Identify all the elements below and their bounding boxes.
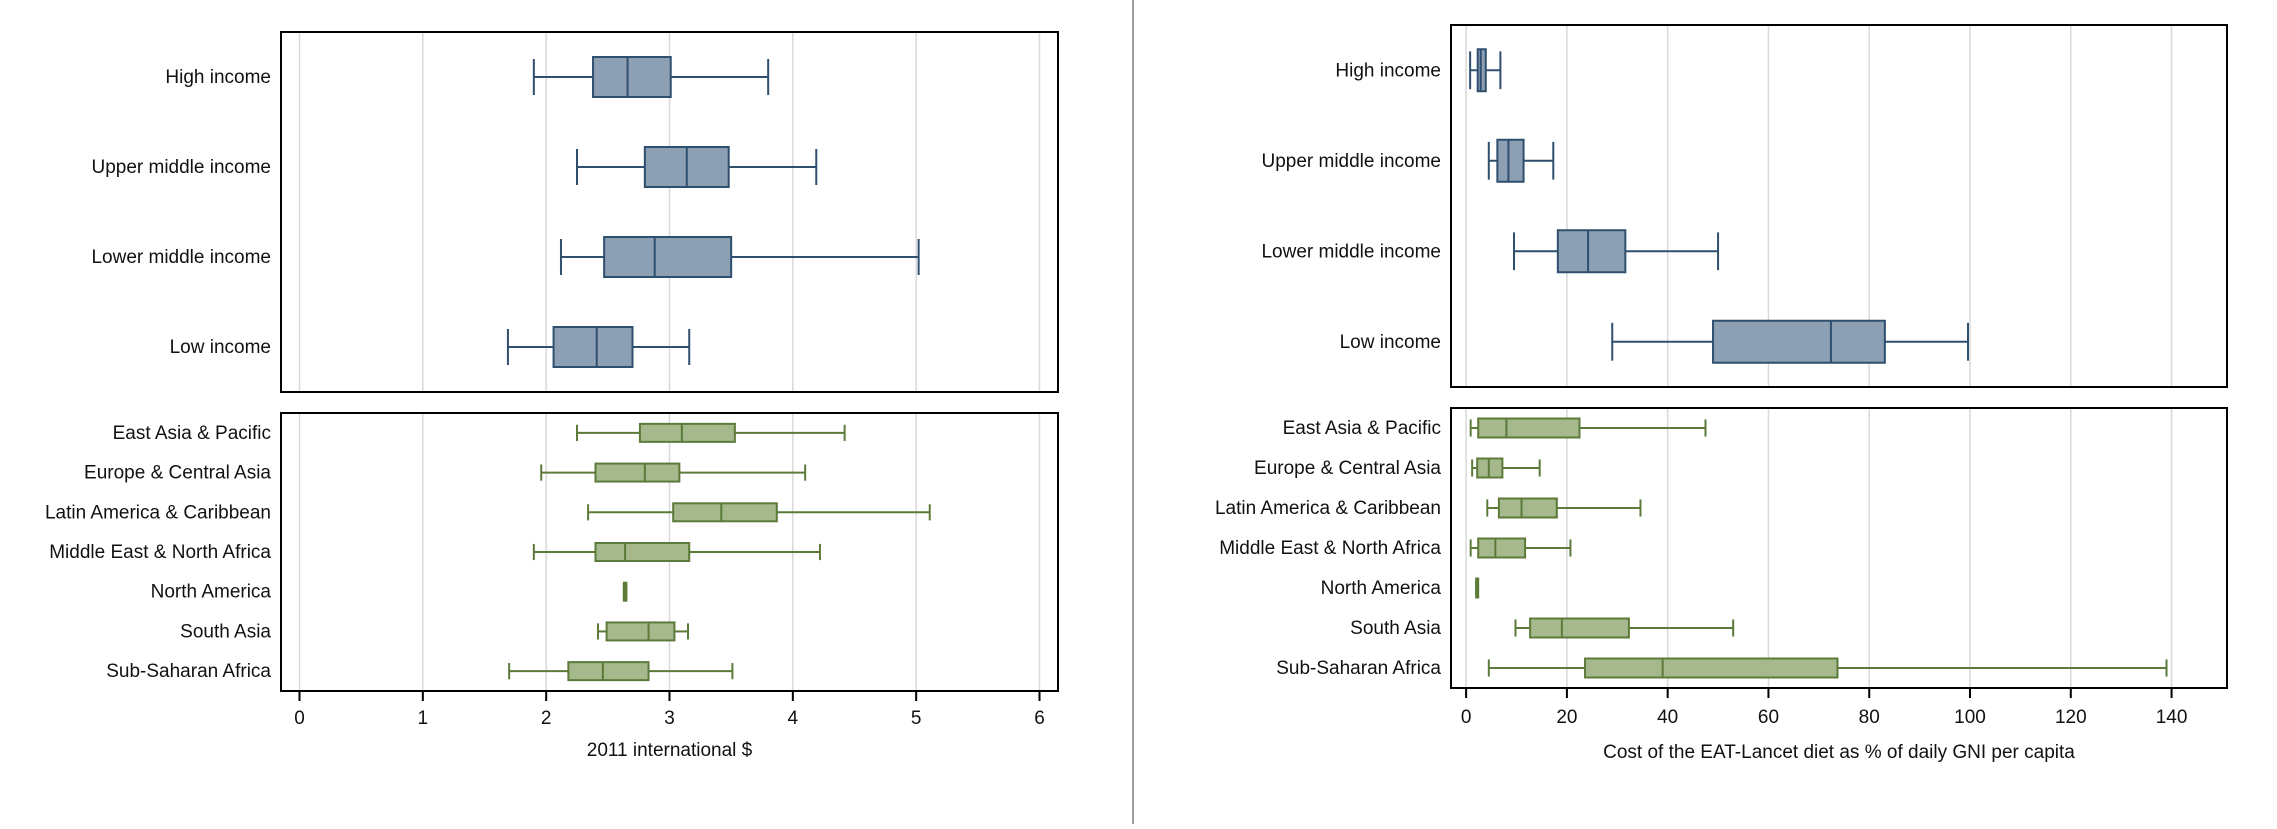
x-tick-label: 6 bbox=[1034, 708, 1045, 729]
category-label: Europe & Central Asia bbox=[1254, 458, 1441, 479]
box-chart0-region-3 bbox=[594, 542, 691, 562]
box-chart0-income-2 bbox=[603, 236, 733, 278]
box-chart1-income-3 bbox=[1712, 319, 1886, 364]
category-label: Lower middle income bbox=[1261, 241, 1441, 262]
x-tick-label: 0 bbox=[294, 708, 305, 729]
category-label: South Asia bbox=[180, 621, 271, 642]
x-tick-label: 80 bbox=[1859, 707, 1880, 728]
x-tick-label: 3 bbox=[664, 708, 675, 729]
category-label: Europe & Central Asia bbox=[84, 463, 271, 484]
category-label: Low income bbox=[1340, 332, 1441, 353]
category-label: High income bbox=[1335, 60, 1441, 81]
x-tick-label: 0 bbox=[1461, 707, 1472, 728]
panel-frame-1-0 bbox=[1450, 24, 2228, 388]
category-label: Sub-Saharan Africa bbox=[106, 661, 271, 682]
category-label: South Asia bbox=[1350, 618, 1441, 639]
x-tick-label: 120 bbox=[2055, 707, 2087, 728]
box-chart1-income-1 bbox=[1496, 138, 1525, 183]
panel-frame-0-0 bbox=[280, 31, 1059, 393]
x-tick-label: 5 bbox=[911, 708, 922, 729]
category-label: Sub-Saharan Africa bbox=[1276, 658, 1441, 679]
box-chart1-region-6 bbox=[1584, 657, 1839, 679]
box-chart0-region-5 bbox=[605, 621, 676, 642]
box-chart1-income-0 bbox=[1476, 48, 1487, 93]
category-label: Middle East & North Africa bbox=[49, 542, 271, 563]
box-chart1-region-3 bbox=[1477, 537, 1527, 559]
category-label: North America bbox=[151, 582, 272, 603]
category-label: Latin America & Caribbean bbox=[1215, 498, 1441, 519]
x-tick-label: 4 bbox=[788, 708, 799, 729]
category-label: Lower middle income bbox=[91, 247, 271, 268]
box-chart0-region-2 bbox=[672, 502, 778, 523]
x-tick-label: 100 bbox=[1954, 707, 1986, 728]
category-label: Upper middle income bbox=[91, 157, 271, 178]
box-chart1-income-2 bbox=[1556, 229, 1627, 274]
category-label: North America bbox=[1321, 578, 1442, 599]
panel-frame-1-1 bbox=[1450, 407, 2228, 689]
x-axis-label: Cost of the EAT-Lancet diet as % of dail… bbox=[1603, 742, 2075, 763]
x-tick-label: 140 bbox=[2156, 707, 2188, 728]
category-label: Upper middle income bbox=[1261, 151, 1441, 172]
box-chart1-region-2 bbox=[1497, 497, 1558, 519]
category-label: High income bbox=[165, 67, 271, 88]
category-label: East Asia & Pacific bbox=[1283, 418, 1441, 439]
box-chart1-region-1 bbox=[1476, 457, 1504, 479]
box-chart0-region-1 bbox=[594, 462, 681, 483]
x-tick-label: 1 bbox=[418, 708, 429, 729]
category-label: Latin America & Caribbean bbox=[45, 502, 271, 523]
category-label: East Asia & Pacific bbox=[113, 423, 271, 444]
box-chart0-region-6 bbox=[567, 661, 650, 682]
x-axis-label: 2011 international $ bbox=[587, 740, 753, 761]
box-chart0-income-0 bbox=[592, 56, 672, 98]
category-label: Low income bbox=[170, 337, 271, 358]
box-chart0-region-0 bbox=[638, 422, 736, 443]
x-tick-label: 40 bbox=[1657, 707, 1678, 728]
box-chart1-region-5 bbox=[1529, 617, 1630, 639]
x-tick-label: 2 bbox=[541, 708, 552, 729]
x-tick-label: 60 bbox=[1758, 707, 1779, 728]
box-chart0-income-3 bbox=[552, 326, 634, 368]
box-chart1-region-0 bbox=[1477, 417, 1581, 439]
x-tick-label: 20 bbox=[1556, 707, 1577, 728]
category-label: Middle East & North Africa bbox=[1219, 538, 1441, 559]
